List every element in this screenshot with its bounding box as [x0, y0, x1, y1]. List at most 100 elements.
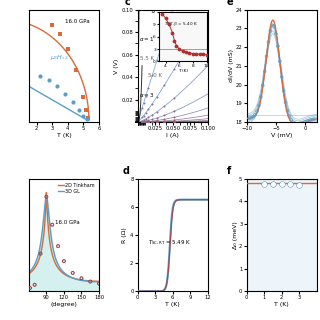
- Point: [155, 120, 160, 125]
- Point: [70, 270, 75, 276]
- Point: [140, 120, 145, 125]
- Point: [283, 100, 288, 105]
- Point: [251, 114, 256, 119]
- Point: [140, 119, 145, 124]
- Point: [289, 117, 294, 123]
- Point: [143, 120, 148, 125]
- Point: [285, 108, 290, 113]
- Point: [141, 119, 146, 124]
- Point: [162, 120, 167, 125]
- Point: [172, 117, 177, 123]
- 2D Tinkham: [27, 272, 31, 276]
- Point: [155, 120, 160, 125]
- Point: [143, 120, 148, 125]
- Y-axis label: R (Ω): R (Ω): [122, 227, 127, 243]
- Point: [261, 182, 267, 187]
- Point: [172, 96, 177, 101]
- Text: $\alpha = 1$: $\alpha = 1$: [139, 35, 155, 43]
- Point: [140, 105, 145, 110]
- X-axis label: T (K): T (K): [165, 302, 180, 307]
- Point: [140, 115, 145, 120]
- Point: [162, 35, 167, 40]
- Point: [70, 100, 75, 105]
- X-axis label: (degree): (degree): [51, 302, 77, 307]
- Point: [162, 83, 167, 88]
- Point: [54, 84, 60, 89]
- Point: [140, 120, 145, 125]
- Point: [264, 54, 269, 59]
- 3D GL: [61, 269, 65, 273]
- Point: [172, 109, 177, 114]
- Text: 9.0 K: 9.0 K: [172, 19, 185, 24]
- Point: [258, 94, 263, 100]
- Point: [150, 118, 155, 124]
- Point: [150, 119, 155, 124]
- Point: [146, 120, 151, 125]
- Point: [140, 120, 145, 125]
- Point: [70, 270, 75, 276]
- Point: [141, 113, 146, 118]
- Point: [268, 28, 273, 33]
- Point: [270, 23, 275, 28]
- Point: [172, 119, 177, 124]
- 3D GL: [65, 273, 69, 277]
- Point: [141, 120, 146, 125]
- Point: [150, 101, 155, 106]
- Text: $\alpha = 3$: $\alpha = 3$: [139, 92, 155, 100]
- Point: [155, 120, 160, 125]
- Point: [58, 31, 63, 36]
- Point: [61, 259, 67, 264]
- Point: [266, 39, 271, 44]
- Point: [279, 181, 284, 187]
- Point: [172, 120, 177, 125]
- 2D Tinkham: [97, 279, 101, 283]
- Point: [162, 117, 167, 122]
- Point: [146, 120, 151, 125]
- Point: [288, 182, 293, 187]
- Point: [146, 120, 151, 125]
- Point: [141, 120, 146, 125]
- Point: [79, 276, 84, 281]
- Point: [143, 119, 148, 124]
- 3D GL: [97, 280, 101, 284]
- X-axis label: T (K): T (K): [274, 302, 289, 307]
- Point: [155, 57, 160, 62]
- Point: [146, 85, 151, 90]
- Point: [55, 244, 60, 249]
- 3D GL: [27, 271, 31, 275]
- Point: [32, 282, 37, 287]
- X-axis label: I (A): I (A): [166, 133, 179, 138]
- Point: [55, 244, 60, 249]
- Point: [155, 120, 160, 125]
- Point: [292, 121, 298, 126]
- Point: [44, 194, 49, 199]
- Point: [302, 120, 307, 125]
- Point: [281, 88, 286, 93]
- Point: [256, 103, 261, 108]
- 2D Tinkham: [61, 271, 65, 275]
- Point: [150, 120, 155, 125]
- Line: 3D GL: 3D GL: [29, 197, 99, 282]
- Point: [146, 107, 151, 112]
- Point: [143, 120, 148, 125]
- Point: [65, 46, 70, 51]
- Point: [50, 23, 55, 28]
- Text: 16.0 GPa: 16.0 GPa: [55, 220, 80, 225]
- Point: [143, 118, 148, 124]
- Point: [155, 115, 160, 120]
- Point: [150, 120, 155, 125]
- Point: [140, 118, 145, 123]
- Point: [37, 73, 42, 78]
- Point: [73, 67, 78, 72]
- Point: [143, 120, 148, 125]
- Point: [308, 117, 313, 123]
- X-axis label: V (mV): V (mV): [271, 133, 292, 138]
- Point: [141, 117, 146, 123]
- Point: [146, 119, 151, 124]
- Point: [141, 120, 146, 125]
- Text: $T_{\rm SC,RT}$ = 5.49 K: $T_{\rm SC,RT}$ = 5.49 K: [148, 239, 192, 247]
- 3D GL: [44, 195, 48, 199]
- Point: [172, 67, 177, 72]
- Point: [291, 120, 296, 125]
- Text: c: c: [125, 0, 131, 7]
